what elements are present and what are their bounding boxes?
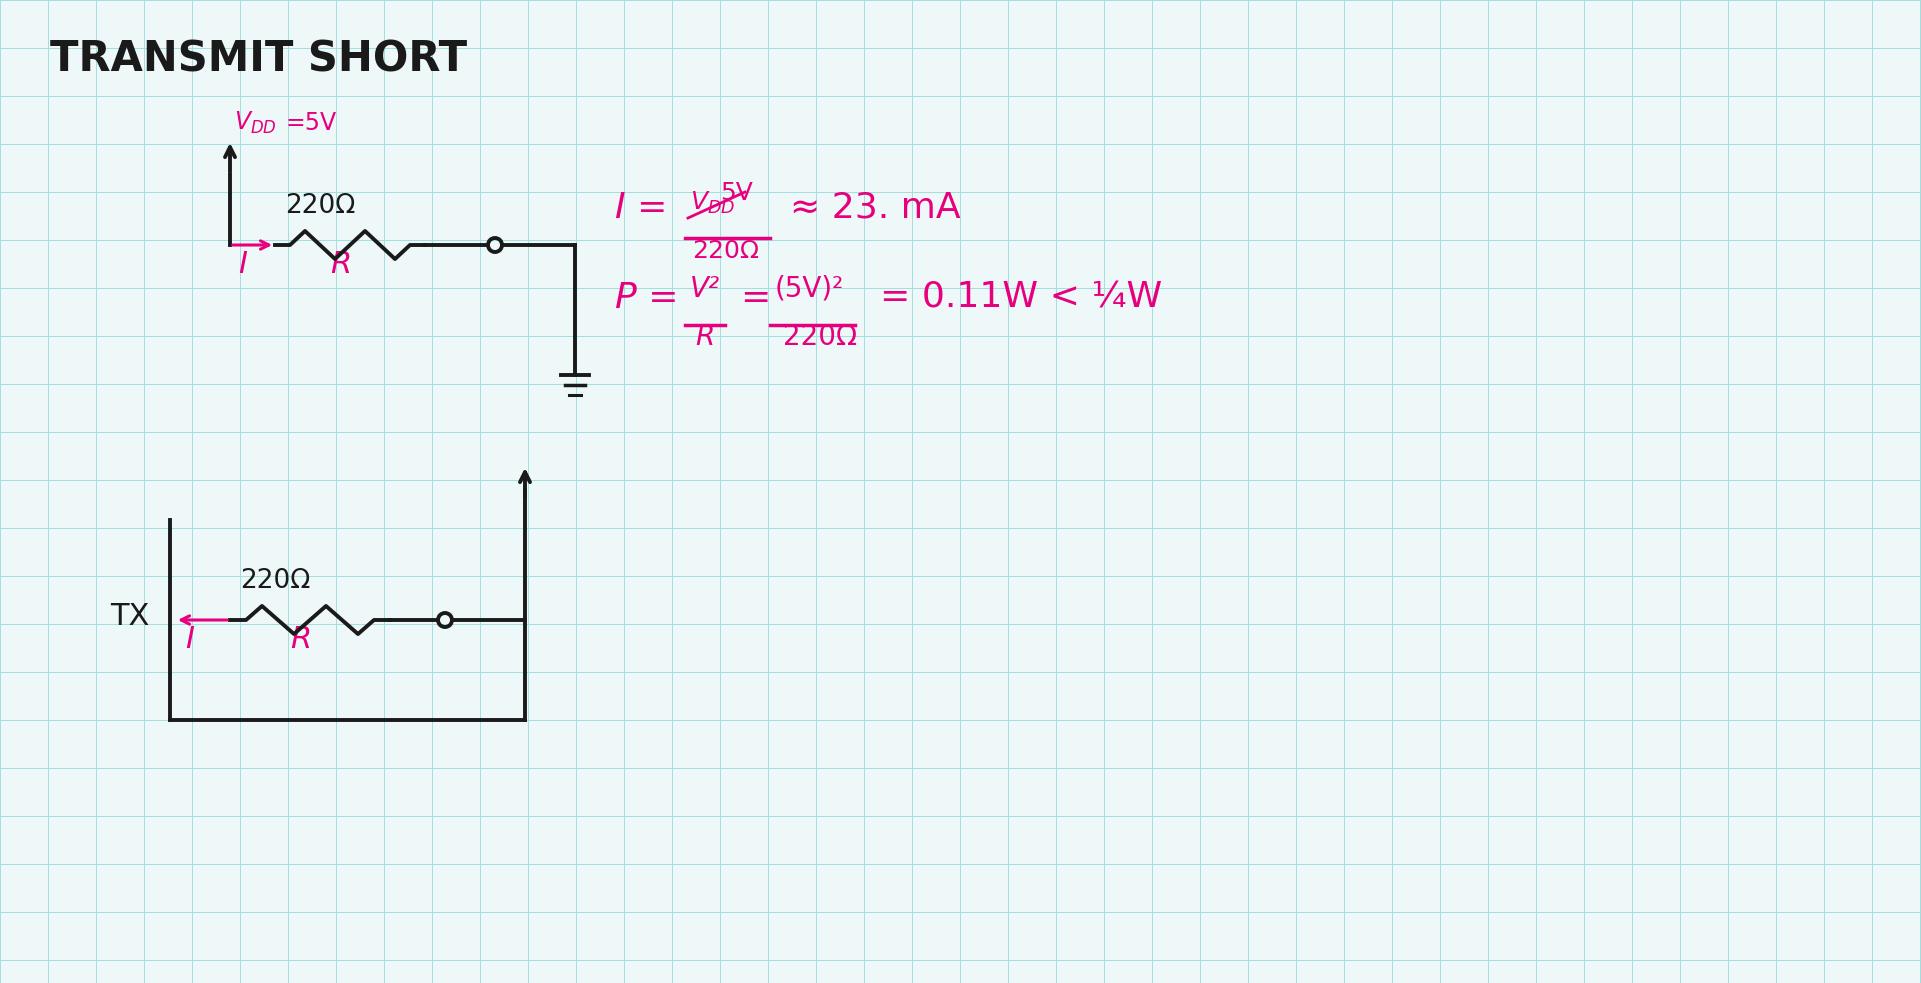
Text: 220Ω: 220Ω bbox=[240, 568, 311, 594]
Text: TX: TX bbox=[109, 602, 150, 631]
Text: 220Ω: 220Ω bbox=[692, 239, 759, 263]
Text: R: R bbox=[695, 323, 715, 351]
Text: V²: V² bbox=[690, 275, 720, 303]
Text: 220Ω: 220Ω bbox=[284, 193, 355, 219]
Text: I: I bbox=[184, 625, 194, 654]
Text: P =: P = bbox=[615, 281, 678, 315]
Text: =: = bbox=[740, 281, 770, 315]
Text: R: R bbox=[330, 250, 352, 279]
Text: ≈ 23. mA: ≈ 23. mA bbox=[790, 191, 960, 225]
Text: =5V: =5V bbox=[284, 111, 336, 135]
Text: 5V: 5V bbox=[720, 181, 753, 205]
Text: TRANSMIT SHORT: TRANSMIT SHORT bbox=[50, 39, 467, 81]
Text: = 0.11W < ¼W: = 0.11W < ¼W bbox=[880, 281, 1162, 315]
Text: I =: I = bbox=[615, 191, 667, 225]
Text: 220Ω: 220Ω bbox=[784, 323, 857, 351]
Text: I: I bbox=[238, 250, 248, 279]
Text: $V_{DD}$: $V_{DD}$ bbox=[690, 190, 736, 216]
Text: $V_{DD}$: $V_{DD}$ bbox=[234, 110, 277, 137]
Text: R: R bbox=[290, 625, 311, 654]
Text: (5V)²: (5V)² bbox=[774, 275, 843, 303]
